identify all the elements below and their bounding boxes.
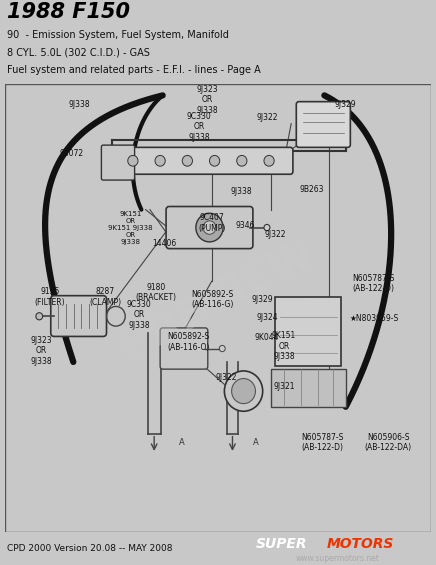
FancyBboxPatch shape <box>166 206 253 249</box>
Text: 9J329: 9J329 <box>252 295 273 304</box>
Text: 9346: 9346 <box>236 221 255 230</box>
Text: 9B263: 9B263 <box>300 185 324 194</box>
Bar <box>276 297 341 367</box>
Text: A: A <box>179 438 185 447</box>
Text: 9J338: 9J338 <box>231 187 252 196</box>
Text: 14406: 14406 <box>153 239 177 247</box>
Text: N605892-S
(AB-116-G): N605892-S (AB-116-G) <box>191 289 234 309</box>
Text: A: A <box>253 438 259 447</box>
Text: 9180
(BRACKET): 9180 (BRACKET) <box>136 283 177 302</box>
Text: PREVIEW: PREVIEW <box>114 231 322 368</box>
Text: 1988 F150: 1988 F150 <box>7 2 129 21</box>
Text: 9J324: 9J324 <box>256 312 278 321</box>
Text: 9J323
OR
9J338: 9J323 OR 9J338 <box>197 85 218 115</box>
Text: N605787-S
(AB-122-D): N605787-S (AB-122-D) <box>301 433 344 453</box>
Text: 9J322: 9J322 <box>256 114 278 122</box>
FancyBboxPatch shape <box>296 102 351 147</box>
Circle shape <box>182 155 192 166</box>
Circle shape <box>264 224 270 231</box>
Circle shape <box>128 155 138 166</box>
Text: 9J322: 9J322 <box>216 373 237 382</box>
Text: 9J329: 9J329 <box>335 100 357 109</box>
Text: 9K044: 9K044 <box>255 333 279 342</box>
FancyBboxPatch shape <box>102 145 135 180</box>
Text: 9155
(FILTER): 9155 (FILTER) <box>34 288 65 307</box>
Text: 8 CYL. 5.0L (302 C.I.D.) - GAS: 8 CYL. 5.0L (302 C.I.D.) - GAS <box>7 47 150 58</box>
Text: 9C330
OR
9J338: 9C330 OR 9J338 <box>127 300 152 330</box>
Text: 9J323
OR
9J338: 9J323 OR 9J338 <box>31 336 52 366</box>
Text: 9C330
OR
9J338: 9C330 OR 9J338 <box>187 112 211 142</box>
Text: 9J322: 9J322 <box>265 230 286 239</box>
Text: 9J338: 9J338 <box>69 100 91 109</box>
Circle shape <box>219 345 225 351</box>
Circle shape <box>196 213 223 242</box>
Circle shape <box>232 379 255 403</box>
Text: SUPER: SUPER <box>255 537 307 551</box>
Text: MOTORS: MOTORS <box>327 537 394 551</box>
Text: www.supermotors.net: www.supermotors.net <box>296 554 380 563</box>
Text: 9C407
(PUMP): 9C407 (PUMP) <box>198 214 225 233</box>
Text: 8287
(CLAMP): 8287 (CLAMP) <box>89 288 121 307</box>
Text: 90  - Emission System, Fuel System, Manifold: 90 - Emission System, Fuel System, Manif… <box>7 31 228 40</box>
Text: 9J321: 9J321 <box>273 382 295 391</box>
Circle shape <box>209 155 220 166</box>
Text: CPD 2000 Version 20.08 -- MAY 2008: CPD 2000 Version 20.08 -- MAY 2008 <box>7 544 172 553</box>
FancyBboxPatch shape <box>160 328 208 369</box>
Circle shape <box>36 312 43 320</box>
FancyBboxPatch shape <box>51 295 106 336</box>
Text: ★N803959-S: ★N803959-S <box>350 314 399 323</box>
Circle shape <box>203 221 216 234</box>
Text: N605892-S
(AB-116-O): N605892-S (AB-116-O) <box>167 332 209 351</box>
Text: Fuel system and related parts - E.F.I. - lines - Page A: Fuel system and related parts - E.F.I. -… <box>7 65 260 75</box>
Bar <box>271 369 346 407</box>
Circle shape <box>264 155 274 166</box>
Text: 98072: 98072 <box>59 149 83 158</box>
Text: 9K151
OR
9K151 9J338
OR
9J338: 9K151 OR 9K151 9J338 OR 9J338 <box>109 211 153 245</box>
Text: N605787-S
(AB-122-D): N605787-S (AB-122-D) <box>352 274 395 293</box>
Text: 9K151
OR
9J338: 9K151 OR 9J338 <box>272 332 296 361</box>
FancyBboxPatch shape <box>118 147 293 174</box>
Circle shape <box>155 155 165 166</box>
Circle shape <box>237 155 247 166</box>
Circle shape <box>225 371 262 411</box>
Text: N605906-S
(AB-122-DA): N605906-S (AB-122-DA) <box>364 433 412 453</box>
